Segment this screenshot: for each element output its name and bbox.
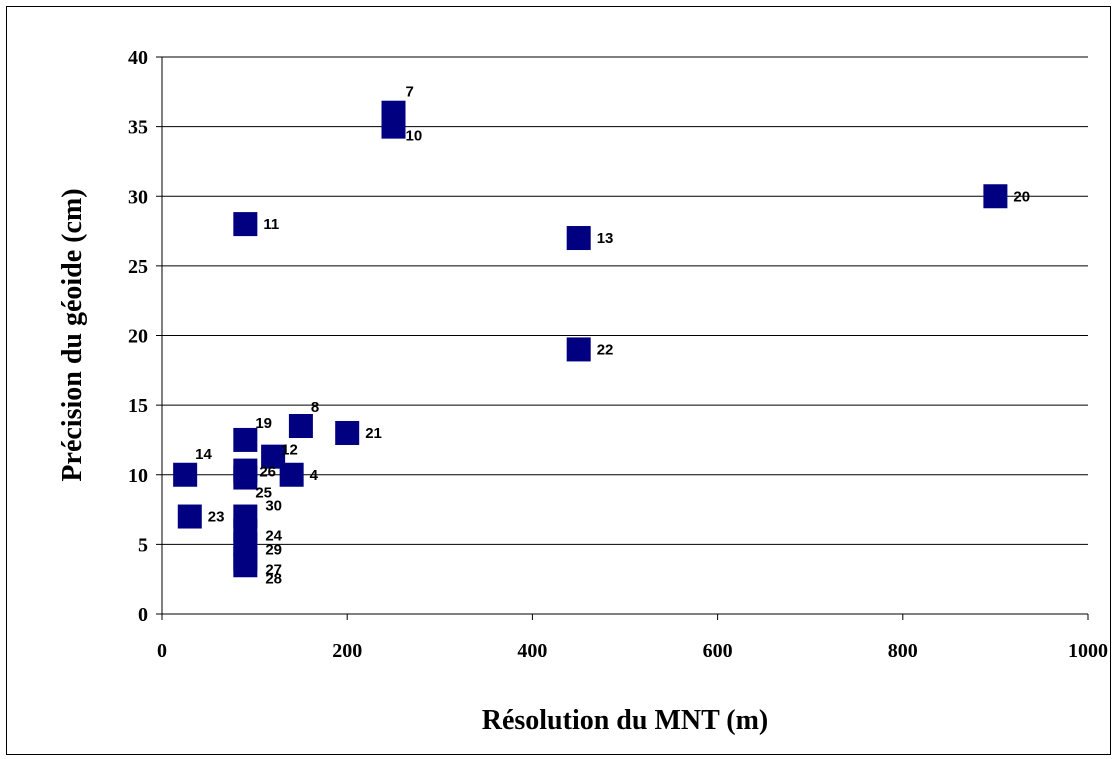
x-ticks: 0 200 400 600 800 1000 bbox=[157, 614, 1108, 662]
data-point-label: 14 bbox=[195, 446, 212, 463]
data-point-label: 11 bbox=[263, 216, 279, 233]
y-tick-label: 5 bbox=[138, 534, 148, 556]
data-point-label: 20 bbox=[1013, 188, 1030, 205]
grid-lines bbox=[162, 56, 1088, 545]
data-point-label: 24 bbox=[265, 527, 282, 544]
y-tick-label: 35 bbox=[128, 117, 148, 139]
data-point-marker bbox=[173, 462, 198, 487]
x-tick-label: 0 bbox=[157, 640, 167, 662]
data-point-marker bbox=[566, 226, 591, 251]
data-point-label: 23 bbox=[208, 509, 225, 526]
data-point-marker bbox=[233, 427, 258, 452]
data-point-label: 26 bbox=[259, 464, 276, 481]
chart-frame bbox=[6, 6, 1111, 755]
y-tick-label: 40 bbox=[128, 47, 148, 69]
data-point-label: 13 bbox=[597, 230, 614, 247]
data-point-label: 8 bbox=[311, 399, 319, 416]
data-point-label: 25 bbox=[255, 485, 272, 502]
y-axis-title: Précision du géoide (cm) bbox=[57, 188, 88, 481]
data-point-marker bbox=[335, 420, 360, 445]
x-tick-label: 1000 bbox=[1068, 640, 1108, 662]
y-tick-label: 15 bbox=[128, 395, 148, 417]
data-point-label: 19 bbox=[255, 415, 272, 432]
data-point-label: 28 bbox=[265, 570, 282, 587]
data-markers bbox=[173, 100, 1008, 578]
data-point-marker bbox=[233, 553, 258, 578]
y-tick-label: 30 bbox=[128, 186, 148, 208]
data-point-label: 4 bbox=[310, 467, 319, 484]
data-point-label: 12 bbox=[281, 442, 298, 459]
x-tick-label: 200 bbox=[332, 640, 362, 662]
data-point-marker bbox=[177, 504, 202, 529]
data-point-label: 27 bbox=[265, 561, 282, 578]
data-point-marker bbox=[381, 114, 406, 139]
data-point-marker bbox=[233, 465, 258, 490]
data-point-label: 22 bbox=[597, 341, 614, 358]
data-point-marker bbox=[288, 414, 313, 439]
data-point-label: 29 bbox=[265, 541, 282, 558]
y-ticks: 0 5 10 15 20 25 30 35 40 bbox=[128, 47, 162, 626]
y-tick-label: 25 bbox=[128, 256, 148, 278]
y-tick-label: 20 bbox=[128, 326, 148, 348]
y-tick-label: 0 bbox=[138, 604, 148, 626]
x-tick-label: 400 bbox=[517, 640, 547, 662]
data-point-marker bbox=[233, 212, 258, 237]
data-point-marker bbox=[983, 184, 1008, 209]
data-point-label: 21 bbox=[365, 425, 382, 442]
data-point-marker bbox=[566, 337, 591, 362]
data-point-label: 30 bbox=[265, 498, 282, 515]
x-tick-label: 800 bbox=[888, 640, 918, 662]
x-axis-title: Résolution du MNT (m) bbox=[482, 705, 769, 736]
data-point-label: 7 bbox=[406, 84, 414, 101]
y-tick-label: 10 bbox=[128, 465, 148, 487]
data-point-label: 10 bbox=[406, 128, 423, 145]
x-tick-label: 600 bbox=[703, 640, 733, 662]
data-point-marker bbox=[279, 462, 304, 487]
